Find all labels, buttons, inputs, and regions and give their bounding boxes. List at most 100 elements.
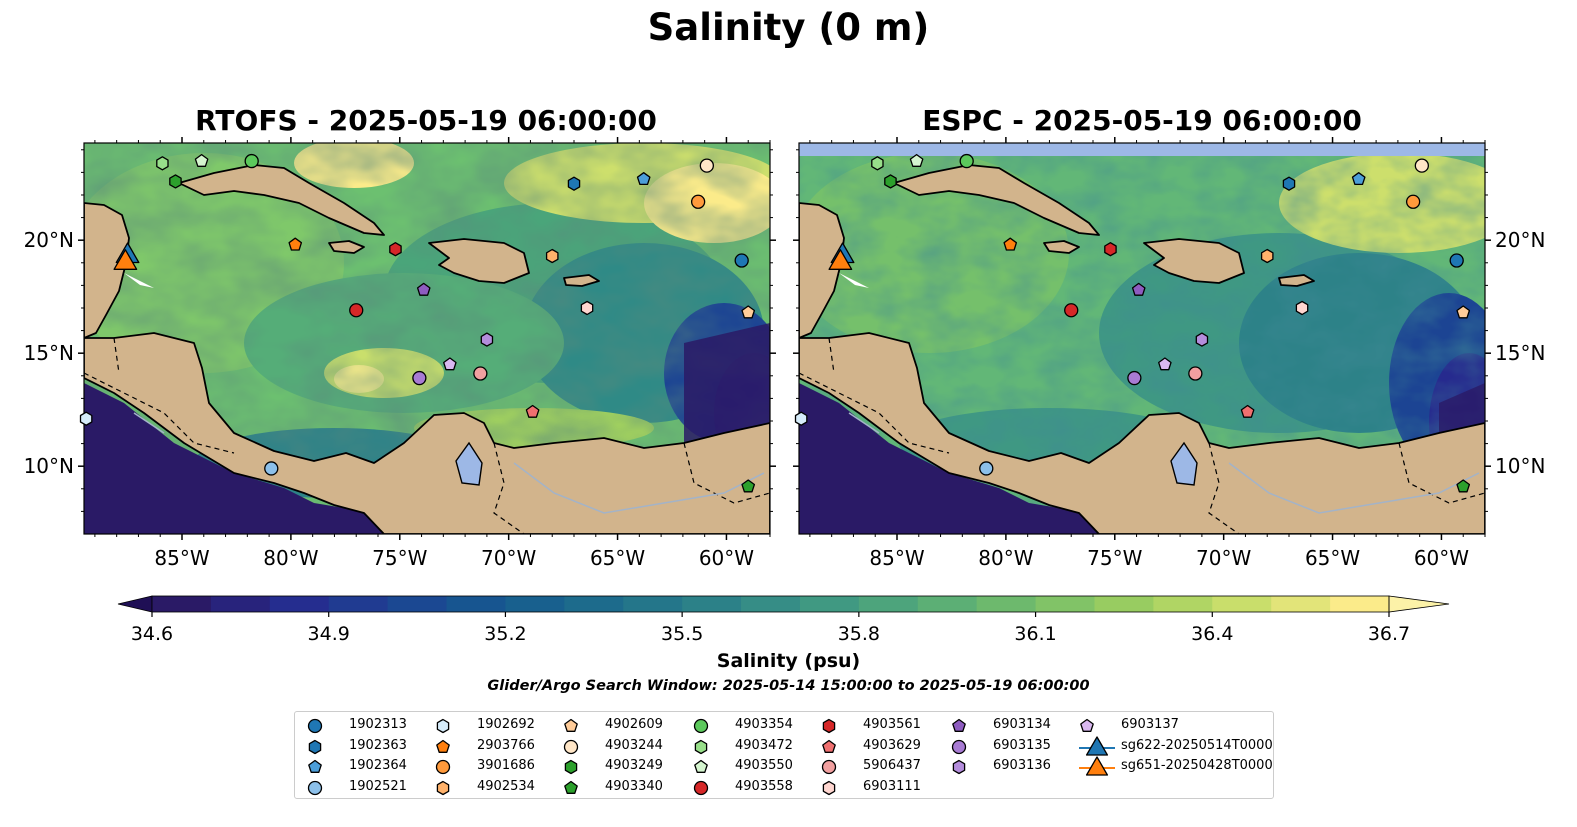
legend-label: 5906437 (863, 758, 921, 773)
argo-marker-2903766 (1003, 237, 1018, 251)
colorbar-block (328, 596, 389, 612)
hispaniola-island (1143, 238, 1245, 284)
argo-marker-1902313 (734, 253, 749, 268)
legend-symbol (307, 718, 323, 734)
argo-marker-1902364 (636, 172, 651, 186)
argo-marker-4903629 (1240, 404, 1255, 418)
argo-marker-4902534 (545, 248, 559, 264)
legend-marker-pentagon-icon (436, 739, 450, 753)
colorbar-block (623, 596, 683, 612)
legend-marker-pentagon-icon (564, 718, 578, 732)
argo-marker-6903111 (1295, 300, 1309, 316)
legend-symbol (822, 718, 836, 734)
legend-marker-pentagon-icon (308, 759, 322, 773)
figure-title: Salinity (0 m) (647, 6, 930, 49)
legend-symbol (435, 759, 451, 775)
colorbar-block (1330, 596, 1390, 612)
lon-tick-label: 85°W (869, 546, 924, 570)
jamaica-island (328, 240, 365, 254)
lon-tick-label: 80°W (263, 546, 318, 570)
colorbar-block (858, 596, 919, 612)
lon-tick-label: 80°W (978, 546, 1033, 570)
legend-marker-hexagon-icon (822, 780, 836, 795)
legend-label: 1902313 (349, 717, 407, 732)
legend-symbol (436, 780, 450, 795)
rivers (133, 412, 765, 514)
legend-marker-hexagon-icon (436, 780, 450, 795)
argo-marker-4902609 (741, 305, 756, 319)
observation-markers (79, 153, 1471, 493)
argo-marker-6903137 (443, 357, 457, 371)
argo-marker-4903244 (699, 158, 714, 173)
lake-maracaibo (1170, 441, 1198, 486)
colorbar-extend-high (1388, 595, 1450, 613)
argo-marker-4903354 (244, 153, 259, 169)
colorbar-tick-label: 35.2 (484, 623, 526, 645)
colorbar-block (1212, 596, 1272, 612)
lon-tick-label: 65°W (590, 546, 645, 570)
hispaniola-island (428, 238, 530, 284)
central-south-america-land (799, 332, 1485, 534)
yucatan-land (84, 202, 130, 339)
argo-marker-6903134 (1131, 282, 1146, 296)
colorbar-block (152, 596, 212, 612)
colorbar-block (269, 596, 330, 612)
search-window-note: Glider/Argo Search Window: 2025-05-14 15… (487, 678, 1090, 694)
lon-tick-label: 70°W (1196, 546, 1251, 570)
legend-marker-circle-icon (563, 739, 579, 754)
argo-marker-1902363 (567, 176, 581, 191)
legend-symbol (563, 739, 579, 754)
argo-marker-4903558 (1064, 303, 1079, 318)
legend-label: 6903136 (993, 758, 1051, 773)
legend-marker-circle-icon (693, 780, 709, 795)
masked-coast (124, 273, 154, 288)
legend-symbol (693, 780, 709, 795)
legend-label: 4902534 (477, 778, 535, 794)
lon-tick-label: 85°W (154, 546, 209, 570)
argo-marker-1902521 (264, 461, 279, 476)
argo-marker-6903136 (1195, 332, 1209, 347)
yucatan-land (799, 202, 845, 339)
legend-symbol (694, 759, 708, 773)
legend-marker-pentagon-icon (564, 780, 578, 794)
legend-symbol (822, 780, 836, 795)
colorbar-label: Salinity (psu) (716, 650, 861, 672)
argo-marker-6903135 (412, 370, 427, 386)
legend-label: 4903558 (735, 778, 793, 794)
country-borders (799, 337, 1485, 534)
argo-marker-1902313 (1449, 253, 1464, 268)
legend-symbol (564, 780, 578, 794)
colorbar: 34.6 34.9 35.2 35.5 35.8 36.1 36.4 36.7 (117, 595, 1450, 645)
colorbar-block (976, 596, 1037, 612)
lat-tick-label: 15°N (24, 341, 74, 365)
argo-marker-4903340 (741, 479, 756, 493)
colorbar-block (799, 596, 860, 612)
argo-marker-4903244 (1414, 158, 1429, 173)
legend-marker-circle-icon (307, 718, 323, 734)
rtofs-panel-title: RTOFS - 2025-05-19 06:00:00 (195, 104, 657, 137)
colorbar-tick-label: 36.1 (1014, 623, 1056, 645)
lon-tick-label: 70°W (481, 546, 536, 570)
map-figure: 85°W 80°W 75°W 70°W 65°W 60°W 20°N 15°N 10°N 85°W… (24, 137, 1545, 645)
legend-symbol (564, 718, 578, 732)
legend-label: sg651-20250428T0000 (1121, 758, 1273, 773)
argo-marker-1902363 (1282, 176, 1296, 191)
colorbar-tick-label: 34.6 (131, 623, 173, 645)
rtofs-frame (83, 142, 771, 535)
legend-label: 4903340 (605, 778, 663, 794)
legend-marker-hexagon-icon (308, 739, 322, 754)
legend-symbol (822, 739, 836, 753)
argo-marker-5906437 (473, 366, 488, 381)
legend-marker-circle-icon (435, 759, 451, 775)
legend-marker-triangle-icon (1079, 735, 1115, 756)
colorbar-tick-label: 36.7 (1368, 623, 1410, 645)
central-south-america-land (84, 332, 770, 534)
legend-label: 4903472 (735, 737, 793, 753)
argo-marker-4903561 (1104, 242, 1117, 257)
argo-marker-6903134 (416, 282, 431, 296)
argo-marker-1902692 (794, 411, 808, 426)
jamaica-island (1043, 240, 1080, 254)
legend-symbol (436, 718, 450, 734)
argo-marker-6903137 (1158, 357, 1172, 371)
espc-map-panel (799, 143, 1485, 534)
